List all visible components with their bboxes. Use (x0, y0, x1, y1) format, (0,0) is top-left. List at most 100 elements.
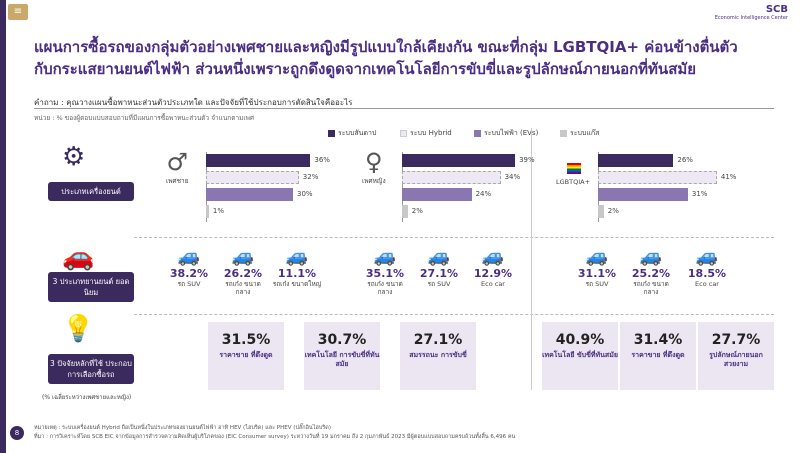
car-type: 🚙 18.5% Eco car (682, 246, 732, 288)
engine-bar-label: 32% (302, 173, 319, 181)
car-label: รถเก๋ง ขนาดใหญ่ (272, 280, 322, 288)
car-percent: 27.1% (419, 267, 459, 280)
engine-bar-label: 39% (519, 156, 535, 164)
row-divider (134, 314, 774, 315)
car-label: Eco car (695, 280, 719, 288)
question-text: คำถาม : คุณวางแผนซื้อพาหนะส่วนตัวประเภทใ… (34, 98, 353, 107)
car-percent: 11.1% (277, 267, 317, 280)
engine-bar-label: 41% (720, 173, 737, 181)
source-note: ที่มา : การวิเคราะห์โดย SCB EIC จากข้อมู… (34, 434, 516, 440)
car-type: 🚙 31.1% รถ SUV (572, 246, 622, 288)
engine-bar (598, 205, 604, 218)
page-number: 8 (10, 426, 24, 440)
group-label: LGBTQIA+ (556, 178, 591, 186)
car-icon: 🚙 (695, 246, 719, 267)
title-line-1: แผนการซื้อรถของกลุ่มตัวอย่างเพศชายและหญิ… (34, 38, 738, 56)
engine-bar-label: 30% (297, 190, 313, 198)
legend-swatch (474, 130, 481, 137)
male-icon: ♂ (166, 148, 189, 176)
factor-percent: 27.1% (413, 332, 463, 348)
female-icon: ♀ (365, 148, 383, 176)
category-popular: 3 ประเภทยานยนต์ ยอดนิยม (48, 272, 134, 302)
engine-bar-label: 24% (475, 190, 492, 198)
car-label: รถเก๋ง ขนาดกลาง (225, 280, 261, 296)
engine-bar-label: 1% (212, 207, 224, 215)
group-label: เพศชาย (166, 177, 189, 185)
legend-item-gas: ระบบแก๊ส (560, 128, 599, 139)
factor-percent: 31.5% (221, 332, 271, 348)
factor-card: 27.7% รูปลักษณ์ภายนอก สวยงาม (698, 322, 774, 390)
factor-card: 31.5% ราคาขาย ที่ดึงดูด (208, 322, 284, 390)
car-type: 🚙 35.1% รถเก๋ง ขนาดกลาง (360, 246, 410, 296)
male-person: ♂ เพศชาย (166, 148, 189, 186)
legend-item-combustion: ระบบสันดาป (328, 128, 376, 139)
car-percent: 31.1% (577, 267, 617, 280)
title-line-2: กับกระแสยานยนต์ไฟฟ้า ส่วนหนึ่งเพราะถูกดึ… (34, 60, 697, 78)
footnote: หมายเหตุ : ระบบเครื่องยนต์ Hybrid ถือเป็… (34, 425, 331, 431)
car-type: 🚙 12.9% Eco car (468, 246, 518, 288)
car-label: รถเก๋ง ขนาดกลาง (367, 280, 403, 296)
legend-label: ระบบแก๊ส (570, 129, 600, 137)
engine-bar (206, 171, 299, 184)
logo-text: SCB (765, 4, 788, 15)
engine-icon: ⚙ (62, 142, 86, 172)
scb-logo: SCB Economic Intelligence Center (715, 4, 788, 21)
engine-bar-label: 34% (504, 173, 521, 181)
factor-label: รูปลักษณ์ภายนอก สวยงาม (709, 351, 763, 368)
car-icon: 🚙 (427, 246, 451, 267)
engine-bar-label: 2% (411, 207, 423, 215)
engine-bar (402, 171, 501, 184)
car-percent: 12.9% (473, 267, 513, 280)
row-divider (134, 237, 774, 238)
legend-item-hybrid: ระบบ Hybrid (400, 128, 452, 139)
legend-swatch (328, 130, 335, 137)
engine-bar (206, 188, 293, 201)
engine-bar (598, 171, 717, 184)
car-percent: 35.1% (365, 267, 405, 280)
factor-label: เทคโนโลยี ขับขี่ที่ทันสมัย (542, 351, 618, 359)
bar-axis (206, 152, 207, 222)
car-icon: 🚙 (373, 246, 397, 267)
engine-bar (402, 154, 516, 167)
car-percent: 26.2% (223, 267, 263, 280)
bar-axis (598, 152, 599, 222)
legend-swatch (400, 130, 407, 137)
factor-card: 31.4% ราคาขาย ที่ดึงดูด (620, 322, 696, 390)
group-label: เพศหญิง (362, 177, 386, 185)
legend-item-ev: ระบบไฟฟ้า (EVs) (474, 128, 538, 139)
menu-button[interactable]: ≡ (8, 4, 28, 20)
car-type: 🚙 27.1% รถ SUV (414, 246, 464, 288)
section-divider (531, 128, 532, 390)
factor-label: ราคาขาย ที่ดึงดูด (219, 351, 273, 359)
car-label: รถ SUV (427, 280, 451, 288)
engine-bar-label: 2% (607, 207, 619, 215)
car-label: รถ SUV (177, 280, 201, 288)
factor-percent: 31.4% (633, 332, 683, 348)
car-icon: 🚙 (585, 246, 609, 267)
engine-bar-label: 36% (314, 156, 330, 164)
car-icon: 🚙 (639, 246, 663, 267)
legend-label: ระบบสันดาป (338, 129, 377, 137)
rainbow-flag-icon (567, 163, 581, 174)
car-percent: 38.2% (169, 267, 209, 280)
category-factors: 3 ปัจจัยหลักที่ใช้ ประกอบการเลือกซื้อรถ (48, 354, 134, 384)
car-percent: 25.2% (631, 267, 671, 280)
car-percent: 18.5% (687, 267, 727, 280)
unit-note: หน่วย : % ของผู้ตอบแบบสอบถามที่มีแผนการซ… (34, 114, 255, 122)
legend-label: ระบบไฟฟ้า (EVs) (484, 129, 539, 137)
page-title: แผนการซื้อรถของกลุ่มตัวอย่างเพศชายและหญิ… (34, 36, 794, 80)
car-icon: 🚙 (177, 246, 201, 267)
legend-swatch (560, 130, 567, 137)
car-type: 🚙 11.1% รถเก๋ง ขนาดใหญ่ (272, 246, 322, 288)
engine-bar (598, 188, 688, 201)
engine-bar (598, 154, 674, 167)
category-engine: ประเภทเครื่องยนต์ (48, 182, 134, 201)
car-icon: 🚙 (231, 246, 255, 267)
engine-bar-label: 31% (691, 190, 708, 198)
lgbt-person: LGBTQIA+ (556, 178, 590, 186)
engine-bar (402, 205, 408, 218)
factors-caption: (% เฉลี่ยระหว่างเพศชายและหญิง) (42, 394, 132, 401)
factor-card: 40.9% เทคโนโลยี ขับขี่ที่ทันสมัย (542, 322, 618, 390)
factor-percent: 30.7% (317, 332, 367, 348)
engine-bar (206, 154, 311, 167)
